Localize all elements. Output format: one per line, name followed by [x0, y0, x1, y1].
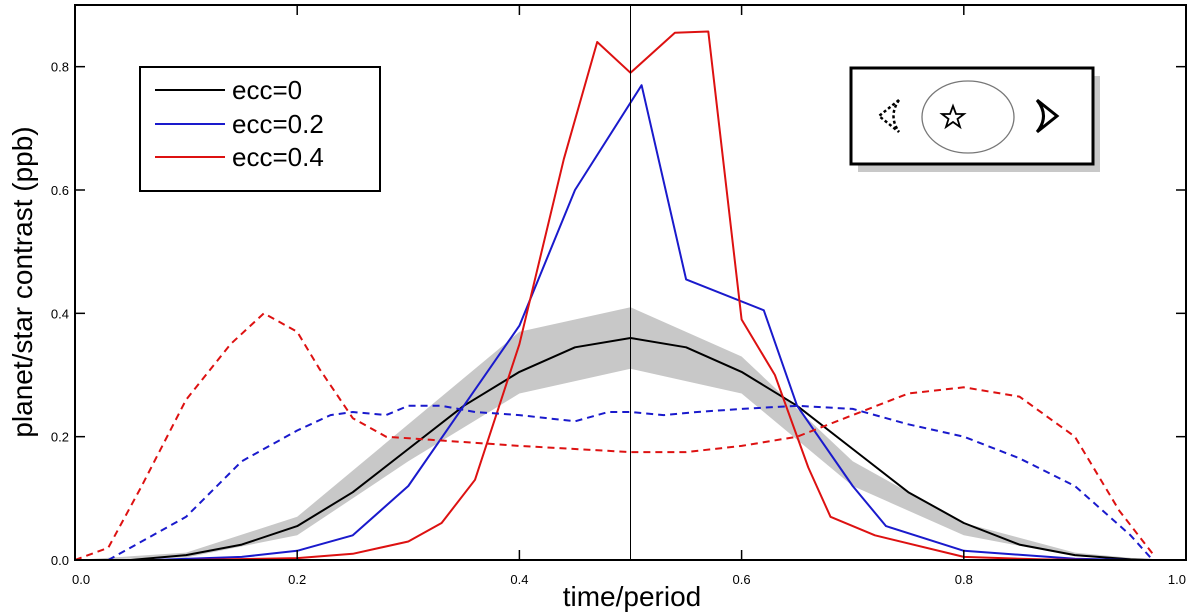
eye-icon-observer-right: [1035, 98, 1060, 134]
star-icon: [939, 103, 967, 130]
y-tick-label: 0.2: [51, 430, 69, 445]
orbit-ellipse: [921, 80, 1015, 154]
band-area: [75, 307, 1153, 560]
y-axis-ticks: 0.0 0.2 0.4 0.6 0.8: [51, 60, 1186, 568]
inset-box: [849, 66, 1095, 166]
orbit-diagram-inset: [849, 66, 1100, 172]
legend-label-ecc0: ecc=0: [232, 75, 302, 105]
legend-box: [139, 66, 381, 192]
series-line-2: [186, 30, 1098, 561]
series-layer: [74, 30, 1154, 561]
legend-label-ecc04: ecc=0.4: [232, 142, 324, 172]
x-tick-label: 0.0: [72, 572, 90, 587]
x-tick-label: 0.4: [510, 572, 528, 587]
y-tick-label: 0.8: [51, 60, 69, 75]
y-tick-label: 0.6: [51, 183, 69, 198]
series-line-4: [74, 312, 1154, 561]
series-line-3: [107, 404, 1154, 561]
uncertainty-band: [75, 307, 1153, 560]
x-axis-ticks: 0.0 0.2 0.4 0.6 0.8 1.0: [72, 5, 1187, 587]
x-axis-label: time/period: [563, 581, 702, 612]
y-axis-label: planet/star contrast (ppb): [7, 126, 38, 437]
series-line-1: [152, 84, 1131, 561]
x-tick-label: 0.2: [288, 572, 306, 587]
legend: ecc=0 ecc=0.2 ecc=0.4: [139, 66, 381, 192]
y-tick-label: 0.4: [51, 306, 69, 321]
series-line-0: [130, 337, 1153, 561]
x-tick-label: 1.0: [1168, 572, 1186, 587]
x-tick-label: 0.6: [733, 572, 751, 587]
plot-frame: [74, 4, 1187, 561]
legend-label-ecc02: ecc=0.2: [232, 109, 324, 139]
y-tick-label: 0.0: [51, 553, 69, 568]
x-tick-label: 0.8: [955, 572, 973, 587]
eye-icon-observer-left: [876, 99, 901, 133]
